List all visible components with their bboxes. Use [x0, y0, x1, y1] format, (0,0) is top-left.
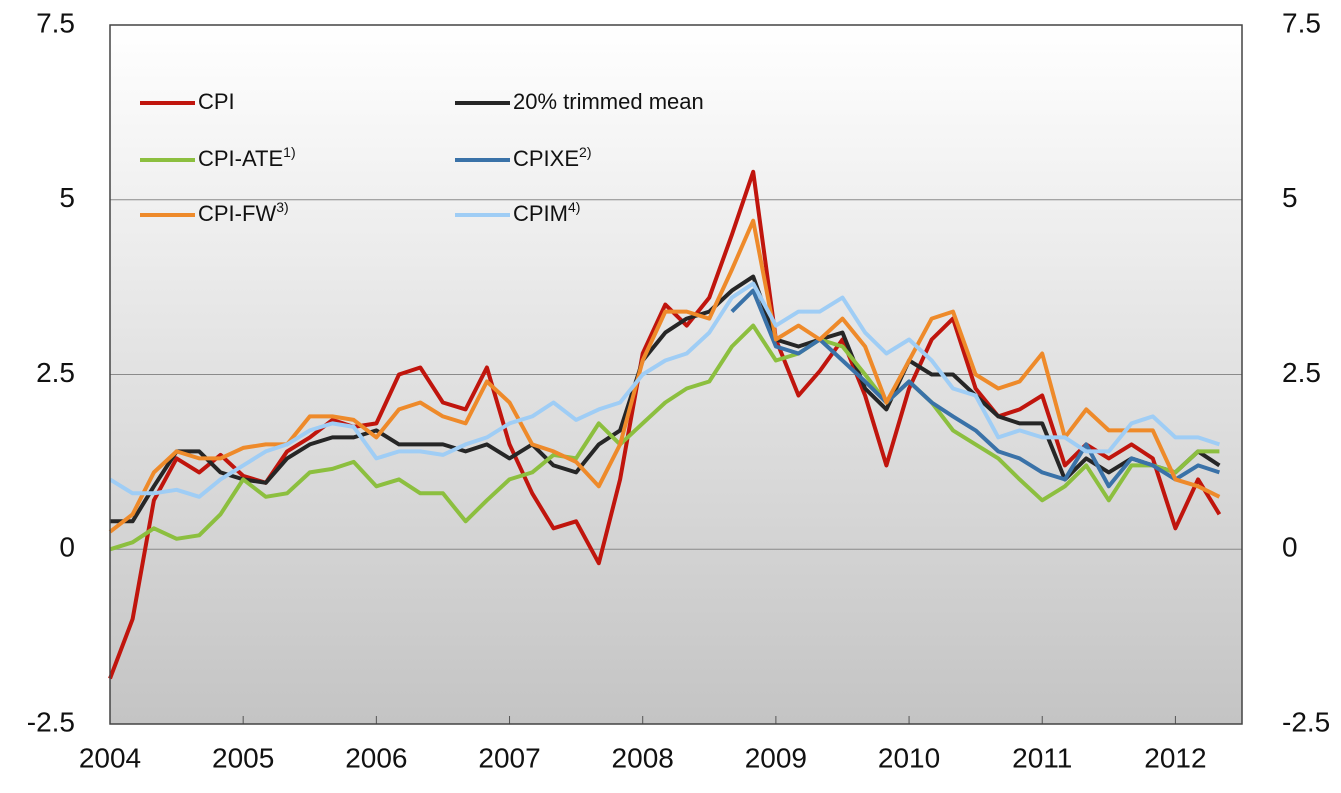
legend-footnote: 3)	[276, 199, 288, 215]
series-line	[108, 169, 1222, 680]
legend-name: CPI-FW	[198, 201, 276, 226]
x-tick-label: 2006	[345, 742, 407, 773]
x-tick-label: 2005	[212, 742, 274, 773]
legend-label: 20% trimmed mean	[513, 89, 704, 114]
x-tick-label: 2010	[878, 742, 940, 773]
legend-name: CPI-ATE	[198, 146, 283, 171]
series-line	[110, 274, 1221, 524]
series-line	[730, 288, 1221, 489]
legend-name: CPI	[198, 89, 235, 114]
legend-name: CPIXE	[513, 146, 579, 171]
legend-name: CPIM	[513, 201, 568, 226]
series-line	[108, 218, 1221, 534]
legend-label: CPIM4)	[513, 199, 580, 226]
y2-tick-label: 0	[1282, 532, 1298, 563]
y-tick-label: 5	[59, 182, 75, 213]
y-tick-label: 0	[59, 532, 75, 563]
plot-border	[109, 24, 1243, 725]
y-tick-label: 2.5	[36, 357, 75, 388]
y-tick-label: -2.5	[27, 706, 75, 737]
series-line	[109, 323, 1220, 552]
y2-tick-label: 7.5	[1282, 7, 1321, 38]
legend-footnote: 2)	[579, 144, 591, 160]
legend-footnote: 1)	[283, 144, 295, 160]
x-tick-label: 2011	[1012, 742, 1072, 773]
legend-label: CPI-ATE1)	[198, 144, 296, 171]
legend-name: 20% trimmed mean	[513, 89, 704, 114]
legend-label: CPI	[198, 89, 235, 114]
legend-label: CPIXE2)	[513, 144, 591, 171]
legend-label: CPI-FW3)	[198, 199, 289, 226]
y2-tick-label: -2.5	[1282, 706, 1330, 737]
y2-tick-label: 5	[1282, 182, 1298, 213]
x-tick-label: 2008	[612, 742, 674, 773]
x-tick-label: 2009	[745, 742, 807, 773]
x-tick-label: 2004	[79, 742, 141, 773]
x-tick-label: 2012	[1144, 742, 1206, 773]
legend-footnote: 4)	[568, 199, 580, 215]
series-line	[108, 281, 1221, 499]
y-tick-label: 7.5	[36, 7, 75, 38]
y2-tick-label: 2.5	[1282, 357, 1321, 388]
x-tick-label: 2007	[478, 742, 540, 773]
